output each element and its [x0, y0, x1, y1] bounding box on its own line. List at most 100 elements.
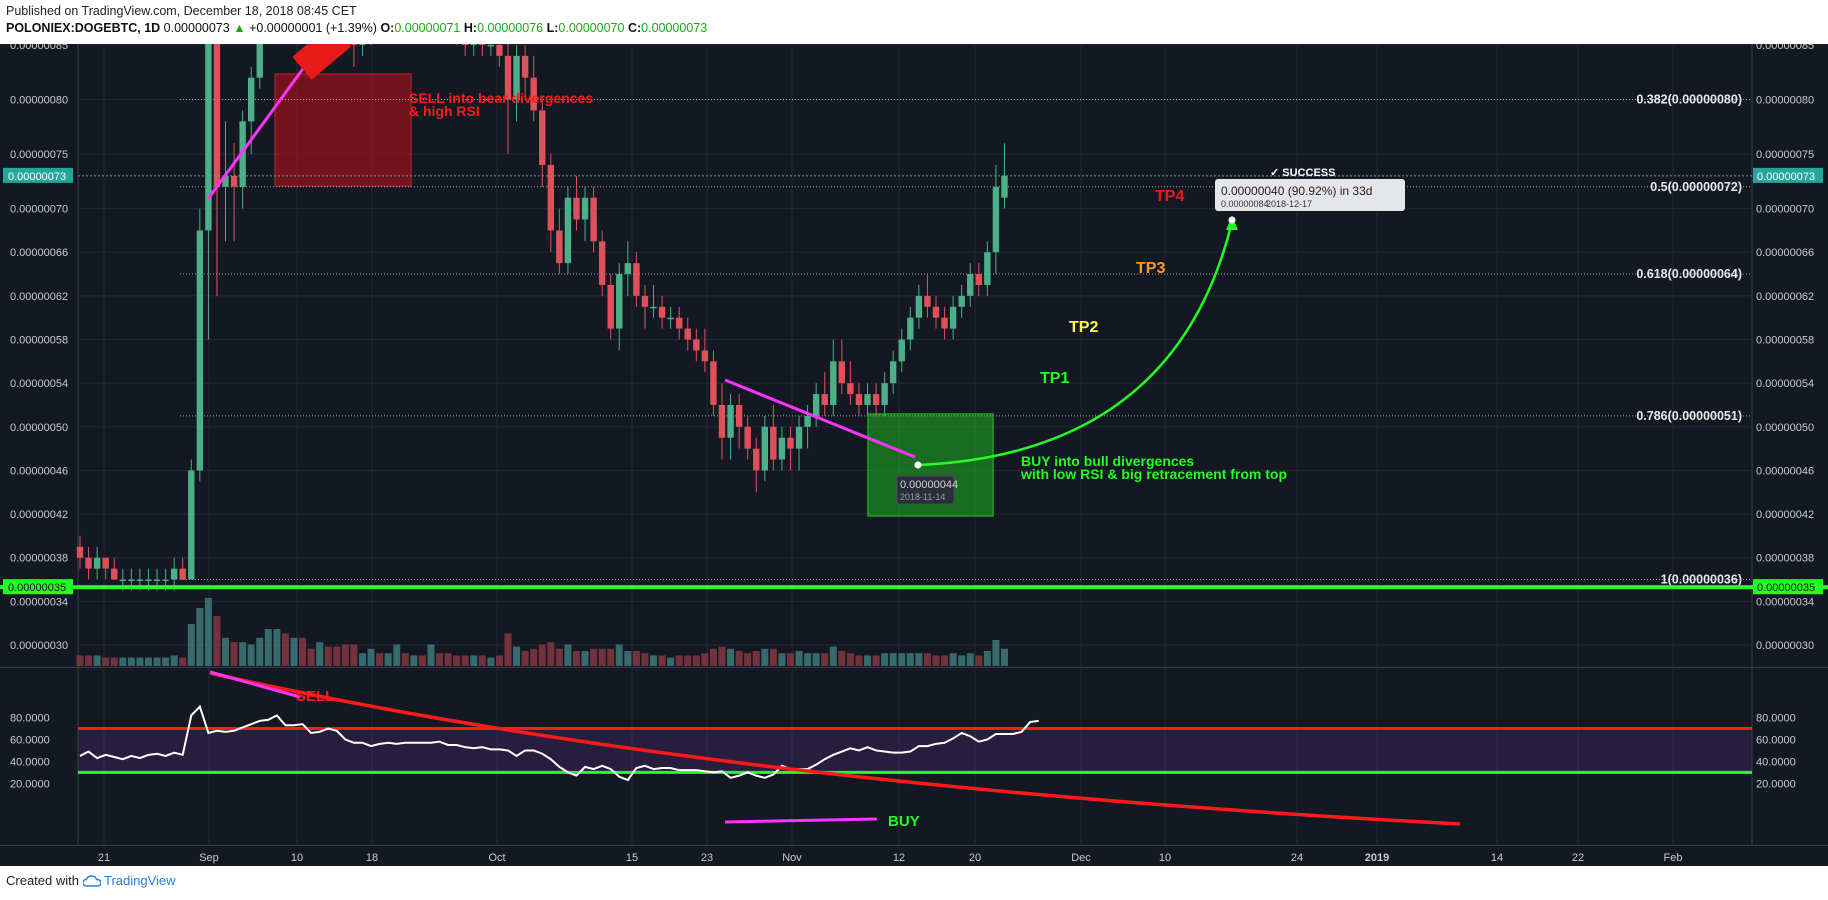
volume-bar — [256, 637, 264, 666]
candle-body — [230, 175, 238, 187]
price-tick-right: 0.00000085 — [1756, 44, 1814, 52]
volume-bar — [958, 655, 966, 666]
volume-bar — [350, 644, 358, 666]
volume-bar — [581, 651, 589, 666]
candle-body — [530, 77, 537, 111]
chart-canvas[interactable]: 0(0.00000108)0.236(0.00000091)0.382(0.00… — [0, 44, 1828, 866]
volume-bar — [290, 637, 298, 666]
price-tick-right: 0.00000054 — [1756, 378, 1814, 390]
price-tick-left: 0.00000070 — [10, 204, 68, 216]
symbol-label[interactable]: POLONIEX:DOGEBTC, 1D — [6, 21, 161, 35]
measure-tooltip-date: 2018-12-17 — [1266, 199, 1312, 209]
volume-bar — [941, 655, 949, 666]
measure-tooltip-price: 0.00000084 — [1221, 199, 1269, 209]
buy-note-line2: with low RSI & big retracement from top — [1020, 466, 1287, 482]
candle-body — [838, 361, 846, 384]
tradingview-link[interactable]: TradingView — [82, 873, 176, 888]
fib-layer: 0(0.00000108)0.236(0.00000091)0.382(0.00… — [180, 93, 1752, 587]
candle-body — [179, 568, 186, 580]
tp1-label: TP1 — [1040, 370, 1069, 387]
created-with-label: Created with — [6, 873, 79, 888]
volume-bar — [692, 655, 700, 666]
candle-body — [573, 197, 580, 220]
candle-body — [162, 579, 169, 582]
candle-layer — [76, 44, 1008, 591]
volume-bar — [684, 655, 692, 666]
candle-body — [85, 557, 92, 569]
volume-bar — [615, 644, 623, 666]
candle-body — [735, 404, 743, 427]
low-tag-date: 2018-11-14 — [900, 492, 945, 502]
price-tick-left: 0.00000054 — [10, 378, 68, 390]
volume-bar — [102, 657, 110, 666]
price-tick-right: 0.00000050 — [1756, 422, 1814, 434]
success-label: ✓ SUCCESS — [1270, 167, 1335, 179]
price-tick-left: 0.00000066 — [10, 247, 68, 259]
change-arrow-icon: ▲ — [233, 21, 246, 35]
bull-divergence-trendline — [724, 378, 916, 459]
volume-bar — [144, 657, 152, 666]
candle-body — [641, 295, 649, 307]
volume-bar — [932, 655, 940, 666]
rsi-bear-divergence-line — [209, 670, 301, 699]
volume-bar — [179, 657, 187, 666]
candle-body — [111, 568, 118, 580]
candle-body — [992, 186, 1000, 253]
volume-bar — [367, 648, 375, 666]
volume-bar — [752, 651, 760, 666]
volume-bar — [461, 655, 469, 666]
candle-body — [598, 241, 606, 285]
published-note: Published on TradingView.com, December 1… — [6, 4, 357, 18]
candle-body — [872, 394, 880, 405]
candle-body — [761, 426, 768, 471]
price-tick-left: 0.00000062 — [10, 291, 68, 303]
candle-body — [196, 230, 204, 471]
candle-body — [744, 426, 751, 449]
price-tick-left: 0.00000038 — [10, 553, 68, 565]
volume-bar — [778, 653, 786, 666]
volume-bar — [838, 651, 846, 666]
candle-body — [949, 306, 957, 329]
rsi-tick-left: 40.0000 — [10, 756, 50, 768]
price-tick-right: 0.00000066 — [1756, 247, 1814, 259]
rsi-buy-label: BUY — [888, 813, 920, 830]
price-change: +0.00000001 (+1.39%) — [249, 21, 377, 35]
volume-bar — [727, 648, 735, 666]
candle-body — [93, 557, 101, 569]
candle-body — [487, 44, 495, 47]
volume-bar — [804, 653, 812, 666]
symbol-info-line: POLONIEX:DOGEBTC, 1D 0.00000073 ▲ +0.000… — [6, 21, 707, 35]
fib-level-label: 1(0.00000036) — [1661, 573, 1742, 587]
price-tick-left: 0.00000050 — [10, 422, 68, 434]
fib-level-label: 0.786(0.00000051) — [1636, 409, 1742, 423]
low-tag-box — [896, 475, 955, 505]
time-tick: 23 — [701, 852, 713, 864]
candle-body — [581, 197, 589, 220]
tp2-label: TP2 — [1069, 319, 1098, 336]
volume-bar — [136, 657, 144, 666]
volume-bar — [281, 633, 289, 666]
time-tick: 12 — [893, 852, 905, 864]
time-tick: Dec — [1071, 852, 1091, 864]
price-tick-right: 0.00000070 — [1756, 204, 1814, 216]
volume-bar — [427, 644, 435, 666]
candle-body — [248, 77, 255, 122]
rsi-tick-right: 20.0000 — [1756, 778, 1796, 790]
volume-bar — [170, 655, 178, 666]
candle-body — [359, 44, 366, 45]
candle-body — [787, 437, 794, 449]
rsi-band — [78, 728, 1752, 773]
volume-bar — [93, 655, 101, 666]
candle-body — [701, 350, 709, 362]
candle-body — [676, 317, 683, 329]
annotation-layer: 0.00000035 0.00000035 0.00000073 0.00000073… — [0, 44, 1828, 830]
support-price-tag — [3, 579, 73, 595]
low-marker — [914, 461, 922, 469]
candle-body — [898, 339, 905, 362]
volume-bar — [521, 651, 529, 666]
candle-body — [607, 284, 614, 329]
price-tick-left: 0.00000046 — [10, 465, 68, 477]
open-value: 0.00000071 — [394, 21, 461, 35]
open-label: O: — [380, 21, 395, 35]
chart-area[interactable]: 0(0.00000108)0.236(0.00000091)0.382(0.00… — [0, 44, 1828, 866]
